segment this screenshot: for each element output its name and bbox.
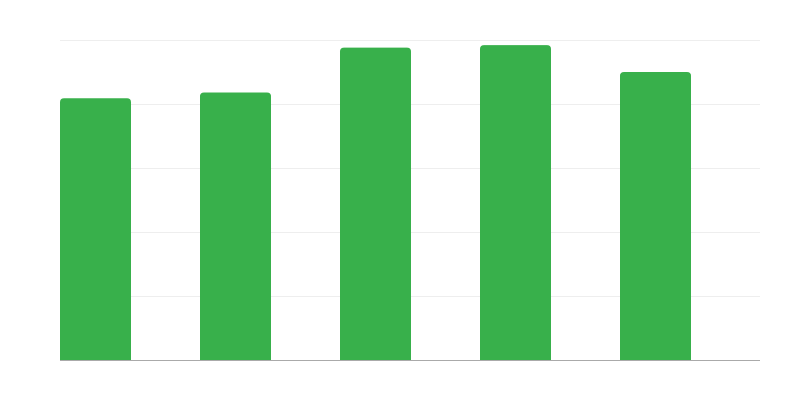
bar-4 [480,45,551,361]
bar-3 [340,47,411,361]
bar-5 [620,72,691,360]
bars [60,45,691,361]
bar-2 [200,92,271,360]
bar-1 [60,98,131,361]
